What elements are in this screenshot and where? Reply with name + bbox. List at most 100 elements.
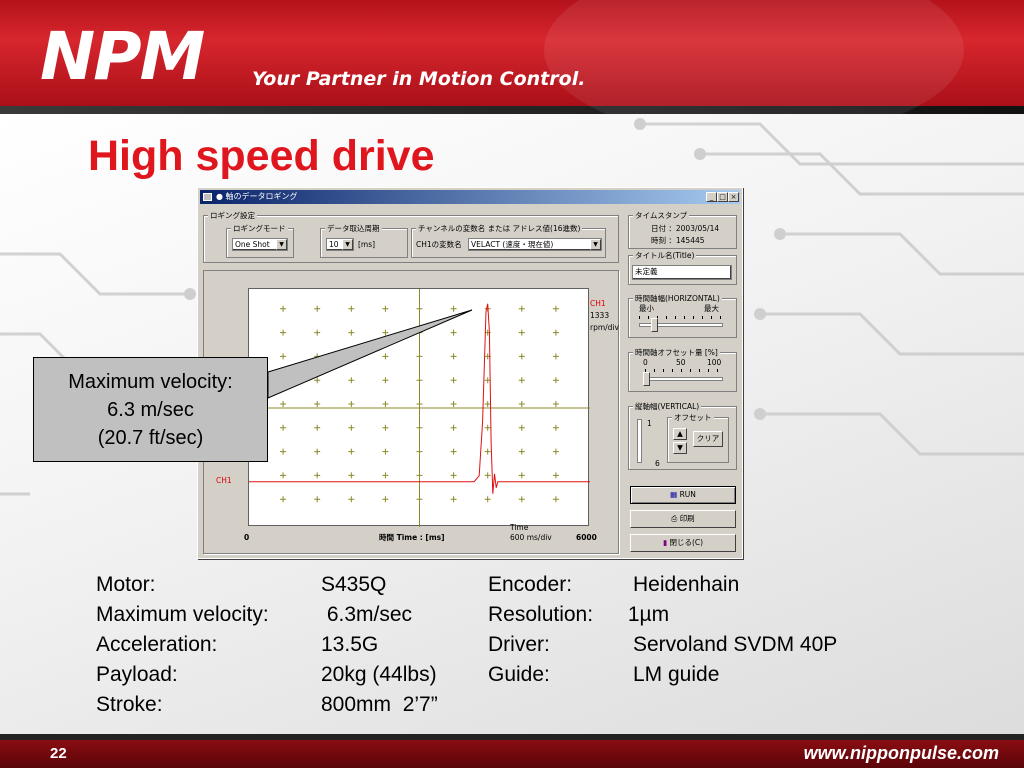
x-axis-end: 6000: [576, 533, 597, 542]
grid-marker: [314, 424, 321, 431]
grid-marker: [518, 401, 525, 407]
spec-value: 6.3m/sec: [321, 603, 413, 626]
grid-marker: [314, 377, 321, 384]
time-offset-label: 時間軸オフセット量 [%]: [633, 348, 720, 357]
spec-value: 1µm: [622, 603, 670, 626]
grid-marker: [450, 401, 457, 407]
maximize-button[interactable]: □: [717, 192, 728, 202]
horizontal-min-label: 最小: [639, 304, 654, 313]
logging-mode-label: ロギングモード: [231, 224, 288, 233]
grid-marker: [382, 496, 389, 503]
grid-marker: [552, 448, 559, 455]
grid-marker: [382, 401, 389, 407]
plot-scale-value: 1333: [590, 311, 610, 320]
vertical-scale-label: 縦軸幅(VERTICAL): [633, 402, 702, 411]
grid-marker: [484, 424, 491, 431]
slide-title: High speed drive: [88, 132, 435, 180]
vertical-offset-group: オフセット ▲ ▼ クリア: [667, 413, 729, 463]
close-button[interactable]: ▮ 閉じる(C): [630, 534, 736, 552]
spec-label: Encoder:: [488, 573, 573, 596]
logging-mode-value: One Shot: [235, 240, 270, 249]
grid-marker: [314, 353, 321, 360]
spec-label: Acceleration:: [96, 633, 218, 656]
spec-value: LM guide: [633, 663, 720, 686]
horizontal-slider-thumb[interactable]: [650, 318, 658, 332]
channel-variable-group: チャンネルの変数名 または アドレス値(16進数) CH1の変数名 VELACT…: [411, 224, 606, 258]
grid-marker: [348, 353, 355, 360]
velocity-trace: [249, 303, 590, 494]
callout-line-3: (20.7 ft/sec): [97, 427, 204, 449]
logging-settings-group: ロギング設定 ロギングモード One Shot ▼ データ取込周期 10 ▼ […: [203, 211, 619, 263]
grid-marker: [518, 424, 525, 431]
sampling-period-label: データ取込周期: [325, 224, 382, 233]
vertical-offset-label: オフセット: [672, 413, 714, 422]
horizontal-scale-group: 時間軸幅(HORIZONTAL) 最小 最大: [628, 294, 737, 338]
ch1-variable-select[interactable]: VELACT (速度・現在値) ▼: [468, 238, 602, 251]
offset-down-button[interactable]: ▼: [673, 442, 687, 454]
grid-marker: [450, 353, 457, 360]
grid-marker: [382, 305, 389, 312]
sampling-period-select[interactable]: 10 ▼: [326, 238, 354, 251]
window-title: ● 軸のデータロギング: [216, 192, 298, 201]
horizontal-slider-track[interactable]: [639, 323, 723, 327]
close-window-button[interactable]: ×: [728, 192, 739, 202]
grid-marker: [416, 448, 423, 455]
footer-url[interactable]: www.nipponpulse.com: [803, 743, 999, 763]
door-icon: ▮: [662, 538, 668, 547]
vertical-scale-top: 1: [647, 419, 652, 428]
spec-label: Guide:: [488, 663, 550, 686]
timestamp-label: タイムスタンプ: [633, 211, 690, 220]
offset-up-button[interactable]: ▲: [673, 428, 687, 440]
vertical-scale-group: 縦軸幅(VERTICAL) 1 6 オフセット ▲ ▼ クリア: [628, 402, 737, 470]
time-word: Time: [510, 523, 529, 532]
grid-marker: [518, 305, 525, 312]
grid-marker: [416, 472, 423, 479]
logging-mode-select[interactable]: One Shot ▼: [232, 238, 288, 251]
chevron-down-icon[interactable]: ▼: [276, 239, 287, 250]
title-input[interactable]: 未定義: [632, 265, 732, 280]
chevron-down-icon[interactable]: ▼: [590, 239, 601, 250]
spec-label: Driver:: [488, 633, 550, 656]
arrow-down-icon: ▼: [677, 443, 683, 452]
offset-slider-track[interactable]: [643, 377, 723, 381]
npm-logo: NPM: [40, 18, 205, 95]
grid-marker: [348, 472, 355, 479]
run-button[interactable]: ▦ RUN: [630, 486, 736, 504]
grid-marker: [552, 424, 559, 431]
spec-value: 13.5G: [321, 633, 379, 656]
ch1-left-label: CH1: [216, 476, 232, 485]
print-button[interactable]: ⎙ 印刷: [630, 510, 736, 528]
grid-marker: [552, 377, 559, 384]
time-per-div: 600 ms/div: [510, 533, 552, 542]
grid-marker: [450, 377, 457, 384]
sampling-period-unit: [ms]: [358, 240, 376, 249]
minimize-button[interactable]: _: [706, 192, 717, 202]
time-axis-label: 時間 Time : [ms]: [379, 533, 445, 542]
data-logging-window: ● 軸のデータロギング _ □ × ロギング設定 ロギングモード One Sho…: [197, 187, 743, 559]
clear-button[interactable]: クリア: [693, 431, 723, 447]
channel-variable-label: チャンネルの変数名 または アドレス値(16進数): [416, 224, 583, 233]
spec-value: Servoland SVDM 40P: [633, 633, 838, 656]
logging-mode-group: ロギングモード One Shot ▼: [226, 224, 294, 258]
grid-marker: [280, 472, 287, 479]
callout-line-1: Maximum velocity:: [68, 371, 233, 393]
grid-marker: [348, 496, 355, 503]
grid-marker: [450, 472, 457, 479]
horizontal-max-label: 最大: [704, 304, 719, 313]
spec-label: Stroke:: [96, 693, 163, 716]
spec-value: 800mm 2’7”: [321, 693, 438, 716]
chevron-down-icon[interactable]: ▼: [342, 239, 353, 250]
grid-marker: [314, 448, 321, 455]
grid-marker: [382, 448, 389, 455]
window-titlebar[interactable]: ● 軸のデータロギング _ □ ×: [200, 190, 740, 204]
ch1-top-label: CH1: [590, 299, 606, 308]
grid-marker: [280, 329, 287, 336]
spec-label: Maximum velocity:: [96, 603, 269, 626]
sampling-period-value: 10: [329, 240, 339, 249]
grid-marker: [280, 448, 287, 455]
max-velocity-callout: Maximum velocity: 6.3 m/sec (20.7 ft/sec…: [33, 357, 268, 462]
grid-marker: [382, 353, 389, 360]
vertical-slider-track[interactable]: [637, 419, 642, 463]
offset-slider-thumb[interactable]: [643, 372, 650, 386]
grid-marker: [484, 496, 491, 503]
